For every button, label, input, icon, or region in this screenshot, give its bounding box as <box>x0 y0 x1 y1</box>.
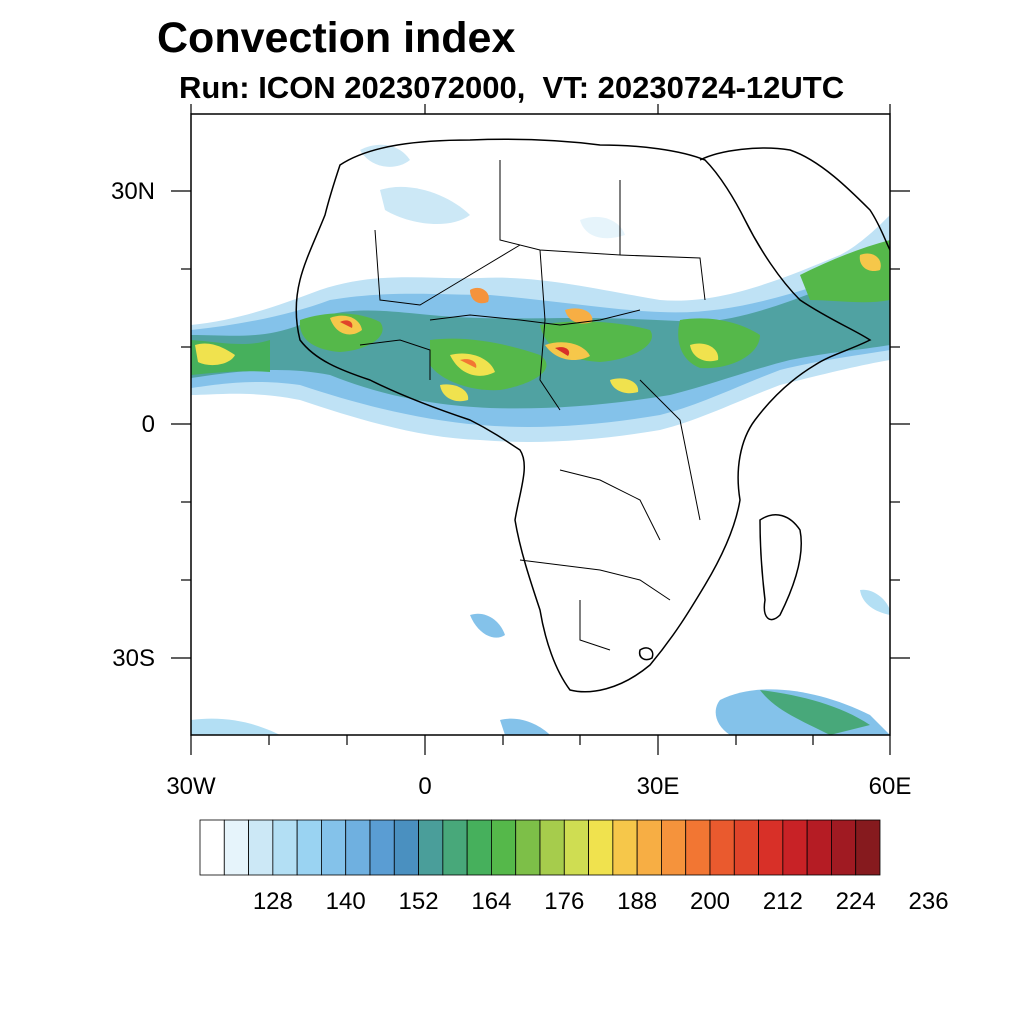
colorbar-swatch <box>831 819 857 876</box>
colorbar-swatch <box>272 819 298 876</box>
map-title: Convection index <box>157 14 516 62</box>
colorbar-swatch <box>636 819 662 876</box>
colorbar-swatch <box>491 819 517 876</box>
y-tick-label: 0 <box>141 411 155 438</box>
colorbar-swatch <box>321 819 347 876</box>
colorbar-label: 212 <box>762 888 803 915</box>
coastlines <box>295 138 890 693</box>
colorbar-swatch <box>563 819 589 876</box>
colorbar-label: 164 <box>471 888 512 915</box>
colorbar-swatch <box>539 819 565 876</box>
colorbar-swatch <box>345 819 371 876</box>
colorbar-label: 140 <box>325 888 366 915</box>
x-tick-label: 60E <box>868 773 912 800</box>
colorbar-swatch <box>296 819 322 876</box>
colorbar-swatch <box>248 819 274 876</box>
colorbar-swatch <box>758 819 784 876</box>
colorbar-swatch <box>612 819 638 876</box>
colorbar <box>199 819 881 876</box>
colorbar-label: 236 <box>908 888 949 915</box>
y-tick-label: 30N <box>110 178 155 205</box>
colorbar-swatch <box>199 819 225 876</box>
colorbar-swatch <box>855 819 881 876</box>
x-tick-label: 0 <box>418 773 432 800</box>
colorbar-label: 224 <box>835 888 876 915</box>
colorbar-swatch <box>442 819 468 876</box>
colorbar-swatch <box>515 819 541 876</box>
colorbar-swatch <box>466 819 492 876</box>
colorbar-swatch <box>709 819 735 876</box>
colorbar-swatch <box>806 819 832 876</box>
colorbar-label: 176 <box>544 888 585 915</box>
axis-ticks <box>171 104 910 755</box>
colorbar-swatch <box>369 819 395 876</box>
convection-field <box>191 144 890 735</box>
colorbar-swatch <box>393 819 419 876</box>
x-tick-label: 30E <box>636 773 680 800</box>
country-borders <box>359 160 706 651</box>
map-subtitle: Run: ICON 2023072000, VT: 20230724-12UTC <box>179 70 845 105</box>
colorbar-swatch <box>733 819 759 876</box>
colorbar-swatch <box>223 819 249 876</box>
colorbar-swatch <box>418 819 444 876</box>
colorbar-label: 128 <box>252 888 293 915</box>
colorbar-label: 200 <box>689 888 731 915</box>
x-tick-label: 30W <box>166 773 216 800</box>
colorbar-label: 188 <box>617 888 658 915</box>
colorbar-swatch <box>661 819 687 876</box>
colorbar-swatch <box>685 819 711 876</box>
colorbar-label: 152 <box>398 888 439 915</box>
colorbar-swatch <box>588 819 614 876</box>
y-tick-label: 30S <box>112 645 155 672</box>
colorbar-swatch <box>782 819 808 876</box>
